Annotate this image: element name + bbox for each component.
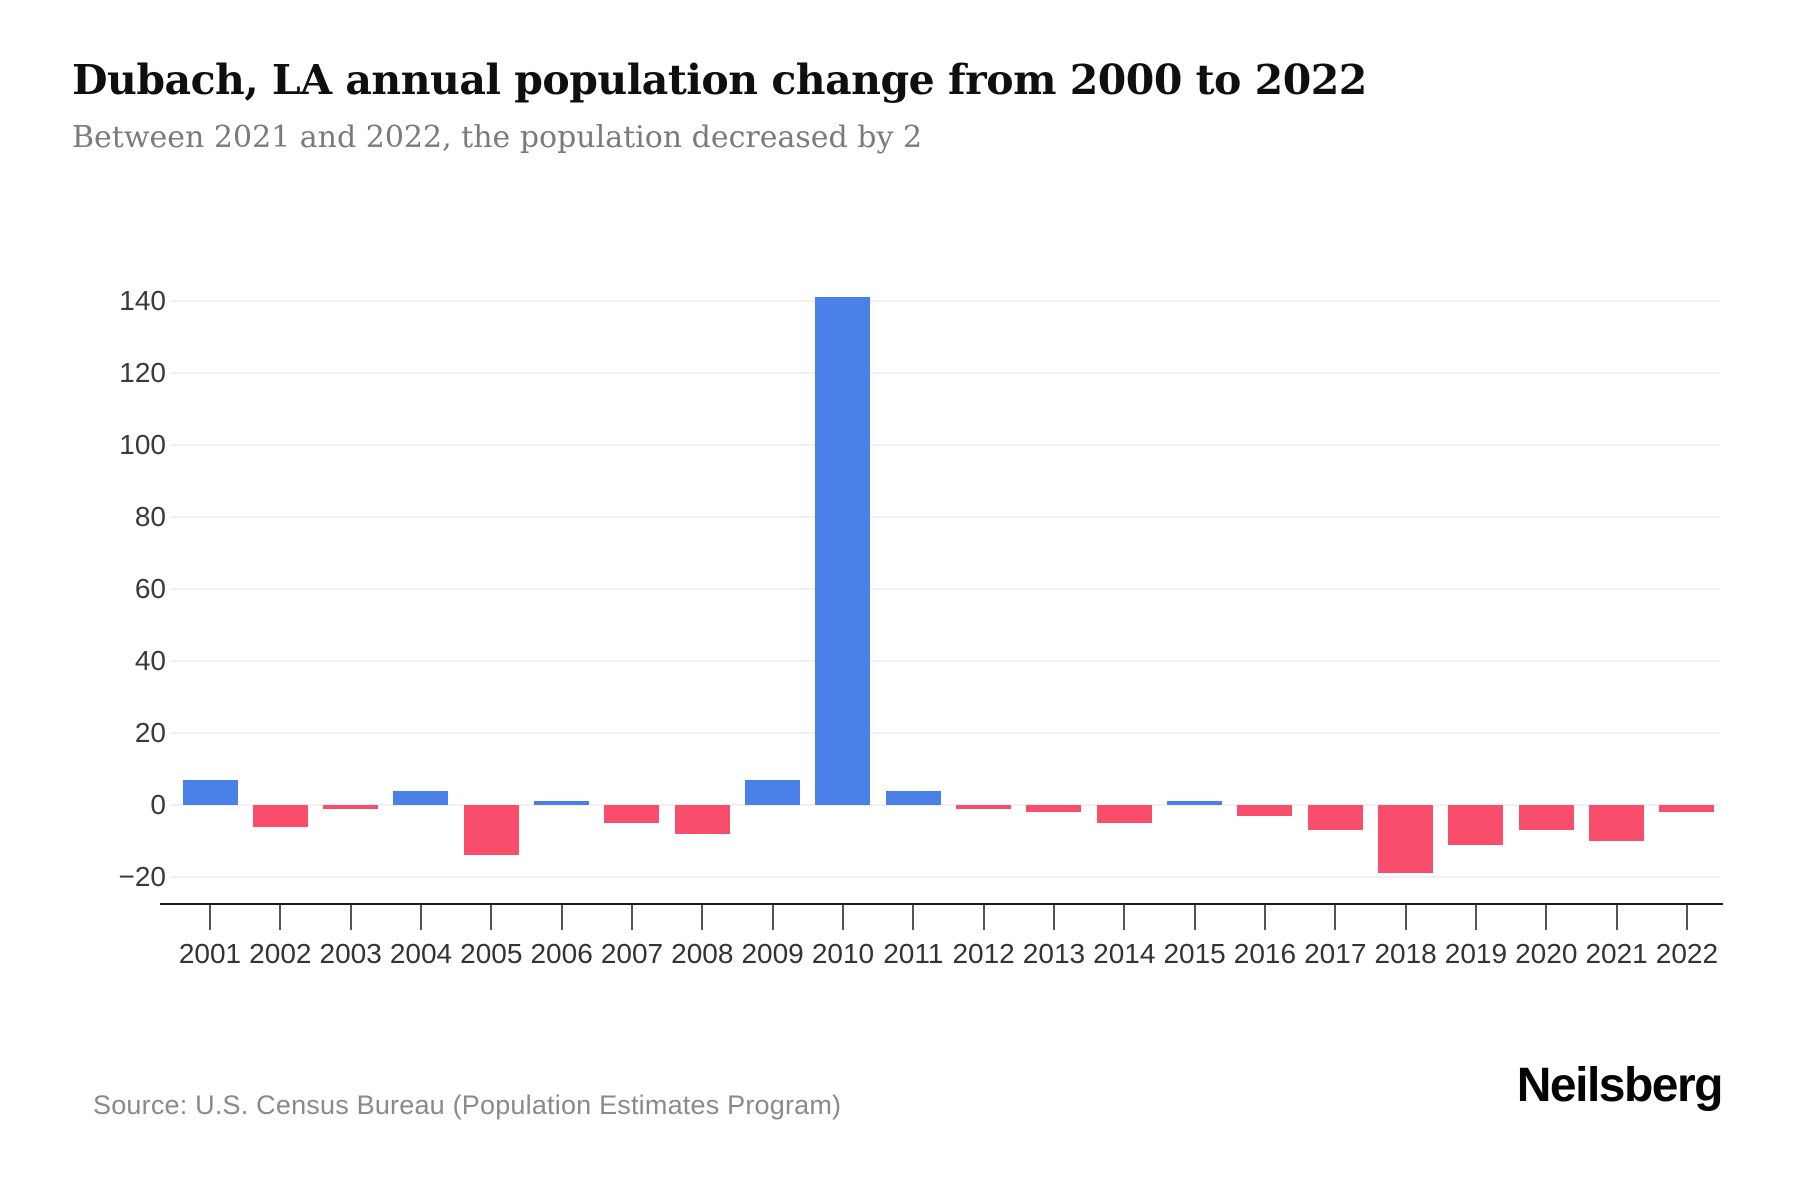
x-tick-2002 bbox=[279, 905, 282, 930]
gridline-100 bbox=[170, 444, 1720, 446]
x-tick-2014 bbox=[1123, 905, 1126, 930]
x-axis-label-2002: 2002 bbox=[249, 938, 312, 969]
y-axis-label-20: 20 bbox=[134, 717, 166, 748]
x-axis-label-2017: 2017 bbox=[1304, 938, 1367, 969]
x-tick-2008 bbox=[701, 905, 704, 930]
bar-2021[interactable] bbox=[1589, 805, 1645, 841]
x-tick-2020 bbox=[1545, 905, 1548, 930]
x-axis-label-2007: 2007 bbox=[600, 938, 664, 969]
y-axis-label-0: 0 bbox=[150, 789, 166, 820]
x-axis-label-2021: 2021 bbox=[1585, 938, 1648, 969]
bar-2003[interactable] bbox=[323, 805, 379, 809]
x-axis-line bbox=[160, 903, 1723, 905]
bar-2010[interactable] bbox=[815, 297, 871, 805]
chart-title: Dubach, LA annual population change from… bbox=[72, 56, 1367, 104]
y-axis-label-40: 40 bbox=[134, 645, 166, 676]
x-tick-2012 bbox=[982, 905, 985, 930]
gridline-60 bbox=[170, 588, 1720, 590]
x-axis-label-2022: 2022 bbox=[1655, 938, 1719, 969]
x-axis-label-2020: 2020 bbox=[1515, 938, 1578, 969]
y-axis-label-140: 140 bbox=[119, 285, 166, 316]
x-tick-2015 bbox=[1193, 905, 1196, 930]
x-axis-label-2003: 2003 bbox=[319, 938, 382, 969]
y-axis-label-60: 60 bbox=[134, 573, 166, 604]
gridline-80 bbox=[170, 516, 1720, 518]
x-tick-2018 bbox=[1404, 905, 1407, 930]
source-caption: Source: U.S. Census Bureau (Population E… bbox=[93, 1090, 842, 1120]
x-axis-label-2019: 2019 bbox=[1444, 938, 1508, 969]
gridline-0 bbox=[170, 804, 1720, 806]
bar-2012[interactable] bbox=[956, 805, 1012, 809]
x-tick-2007 bbox=[630, 905, 633, 930]
gridline-20 bbox=[170, 732, 1720, 734]
bar-2015[interactable] bbox=[1167, 801, 1223, 805]
x-axis-label-2009: 2009 bbox=[741, 938, 804, 969]
x-tick-2004 bbox=[419, 905, 422, 930]
x-tick-2017 bbox=[1334, 905, 1337, 930]
x-tick-2019 bbox=[1474, 905, 1477, 930]
x-tick-2006 bbox=[560, 905, 563, 930]
bar-2014[interactable] bbox=[1096, 805, 1152, 823]
x-tick-2022 bbox=[1685, 905, 1688, 930]
x-axis-label-2014: 2014 bbox=[1093, 938, 1156, 969]
x-tick-2016 bbox=[1263, 905, 1266, 930]
x-axis-label-2006: 2006 bbox=[530, 938, 593, 969]
bar-2018[interactable] bbox=[1378, 805, 1434, 874]
x-axis-label-2013: 2013 bbox=[1022, 938, 1086, 969]
bar-2013[interactable] bbox=[1026, 805, 1082, 813]
x-axis-label-2004: 2004 bbox=[389, 938, 453, 969]
neilsberg-logo: Neilsberg bbox=[1516, 1059, 1724, 1112]
x-axis-label-2010: 2010 bbox=[811, 938, 875, 969]
bar-2006[interactable] bbox=[534, 801, 590, 805]
bar-2019[interactable] bbox=[1448, 805, 1504, 845]
x-axis-label-2008: 2008 bbox=[671, 938, 734, 969]
x-axis-label-2016: 2016 bbox=[1233, 938, 1297, 969]
bar-2005[interactable] bbox=[463, 805, 519, 856]
chart-subtitle: Between 2021 and 2022, the population de… bbox=[72, 120, 923, 155]
gridline-40 bbox=[170, 660, 1720, 662]
bar-2017[interactable] bbox=[1307, 805, 1363, 831]
bar-2008[interactable] bbox=[674, 805, 730, 834]
bar-2020[interactable] bbox=[1518, 805, 1574, 831]
gridline--20 bbox=[170, 876, 1720, 878]
x-axis-label-2018: 2018 bbox=[1374, 938, 1437, 969]
x-tick-2001 bbox=[209, 905, 211, 930]
x-tick-2011 bbox=[912, 905, 915, 930]
x-tick-2003 bbox=[349, 905, 352, 930]
bar-2002[interactable] bbox=[252, 805, 308, 827]
x-tick-2021 bbox=[1615, 905, 1618, 930]
x-tick-2010 bbox=[841, 905, 844, 930]
bar-2001[interactable] bbox=[182, 779, 238, 805]
bar-2009[interactable] bbox=[745, 779, 801, 805]
y-axis-label-120: 120 bbox=[119, 357, 166, 388]
bar-2016[interactable] bbox=[1237, 805, 1293, 816]
chart-plot-area: 140 120 100 80 60 40 20 0 −20 2001 2002 2003 2004 200… bbox=[118, 285, 1723, 969]
y-axis-label-100: 100 bbox=[119, 429, 166, 460]
bar-2007[interactable] bbox=[604, 805, 660, 823]
x-tick-2013 bbox=[1052, 905, 1055, 930]
x-axis-label-2012: 2012 bbox=[952, 938, 1015, 969]
bar-2011[interactable] bbox=[885, 790, 941, 805]
x-tick-2009 bbox=[771, 905, 774, 930]
x-tick-2005 bbox=[490, 905, 493, 930]
x-axis-label-2001: 2001 bbox=[178, 938, 242, 969]
gridline-120 bbox=[170, 372, 1720, 374]
y-axis-label--20: −20 bbox=[118, 861, 167, 892]
bar-2022[interactable] bbox=[1659, 805, 1715, 813]
y-axis-label-80: 80 bbox=[134, 501, 166, 532]
bar-2004[interactable] bbox=[393, 790, 449, 805]
x-axis-label-2005: 2005 bbox=[460, 938, 523, 969]
x-axis-label-2011: 2011 bbox=[883, 938, 944, 969]
x-axis-label-2015: 2015 bbox=[1163, 938, 1226, 969]
gridline-140 bbox=[170, 300, 1720, 302]
